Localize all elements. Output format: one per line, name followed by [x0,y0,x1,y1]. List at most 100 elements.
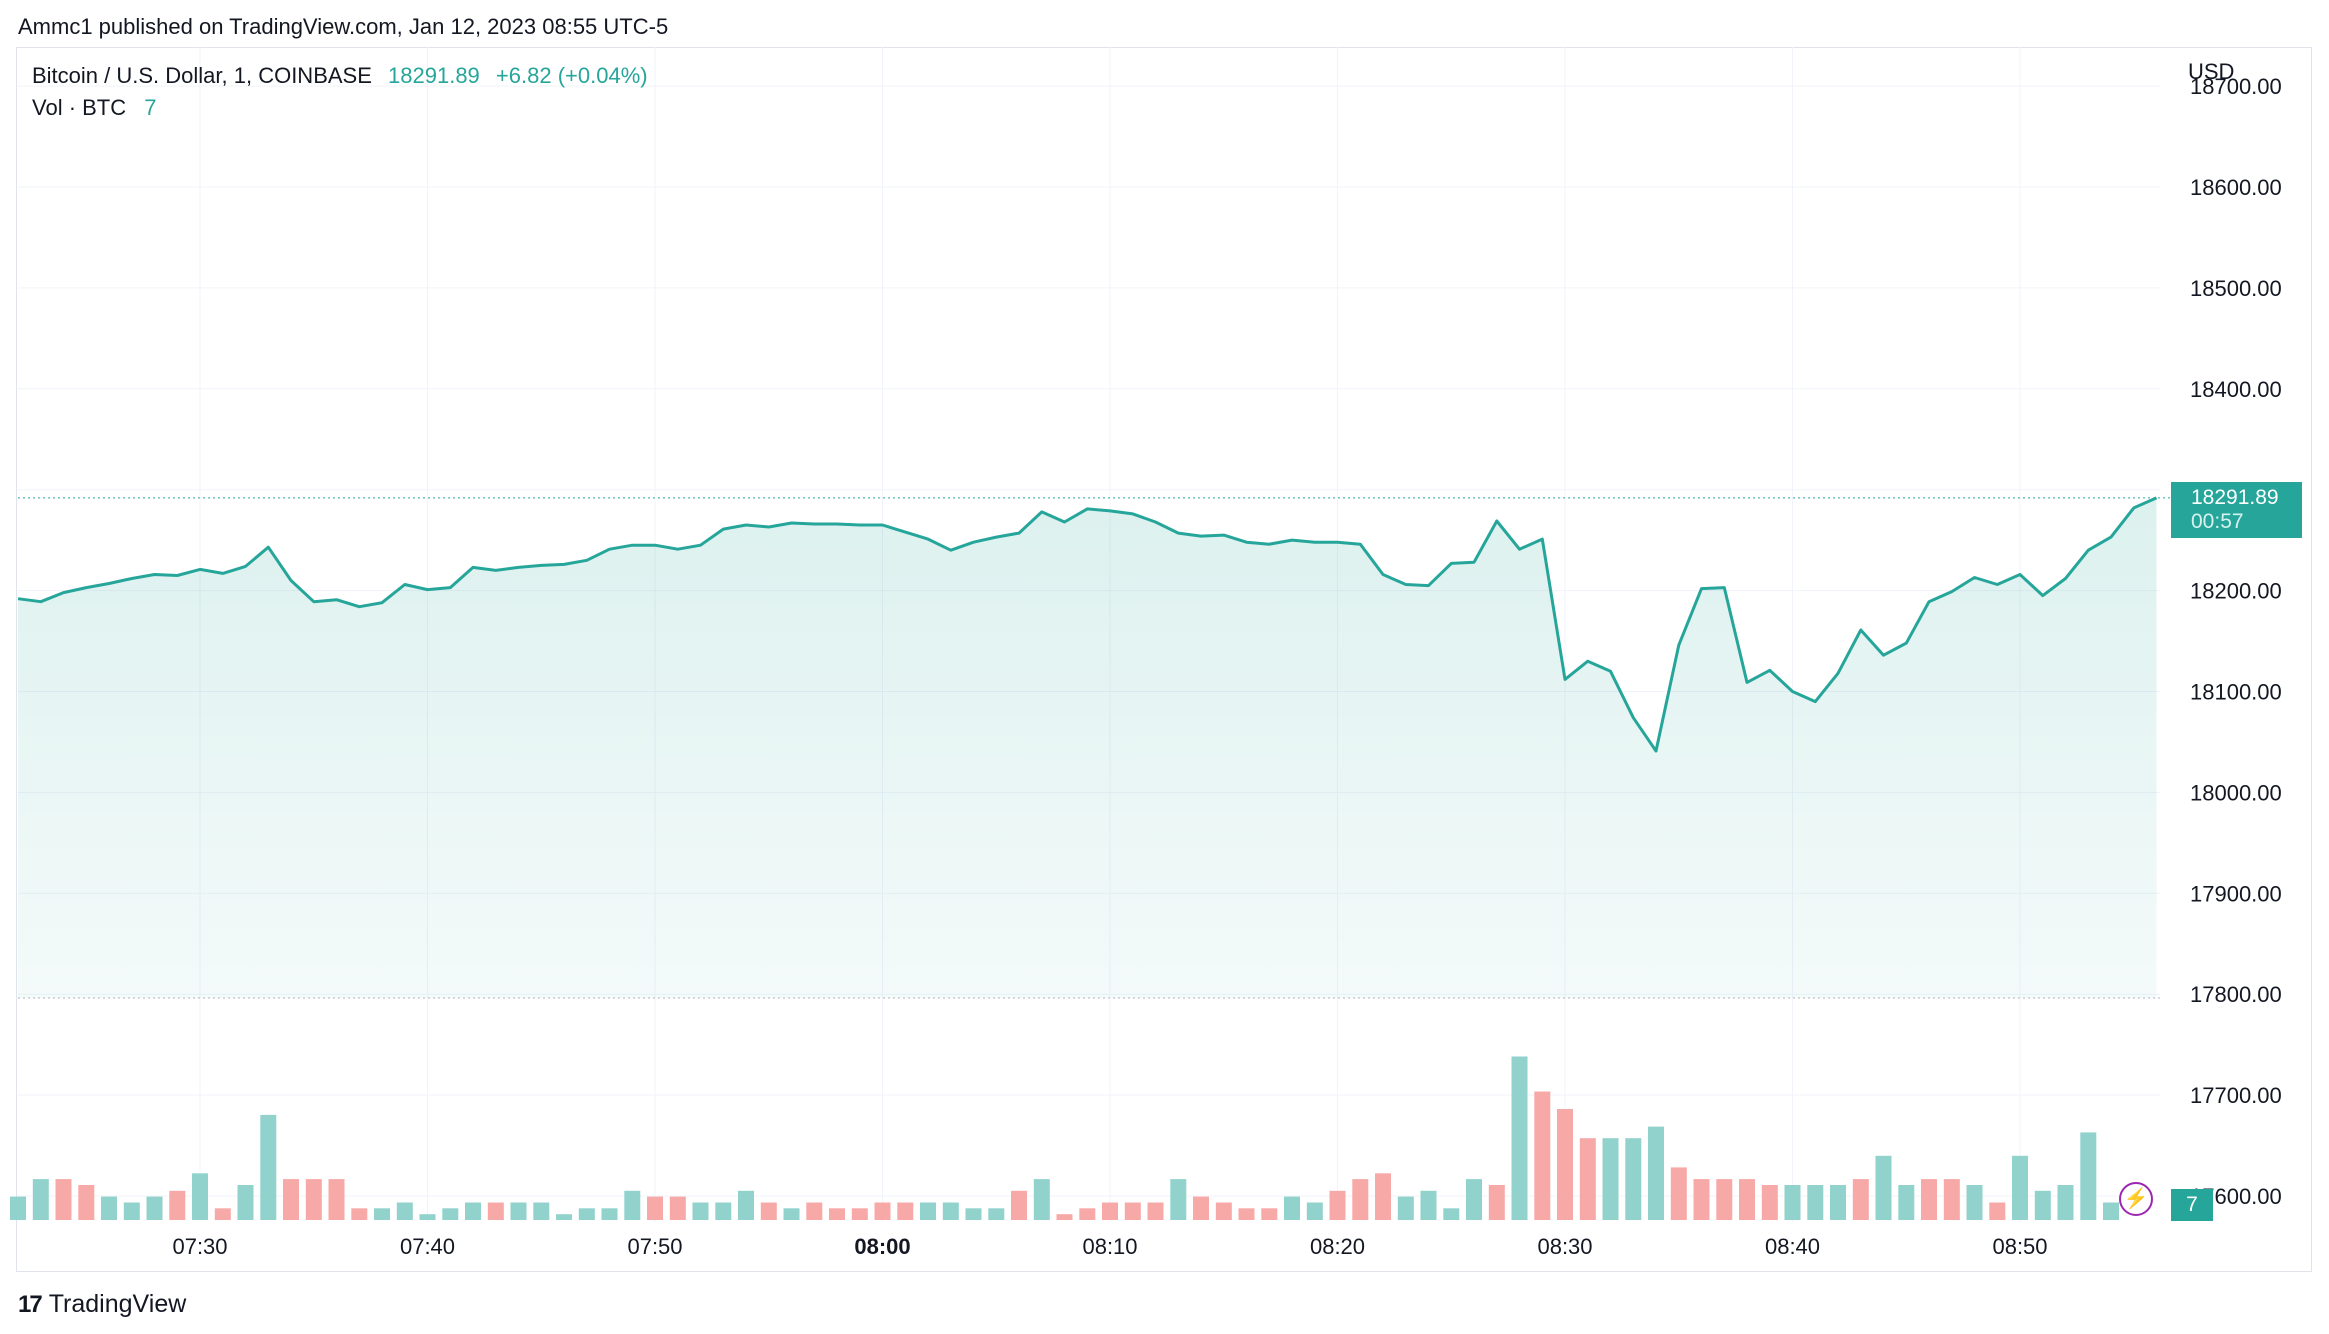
volume-bar [2057,1185,2074,1220]
symbol-legend[interactable]: Bitcoin / U.S. Dollar, 1, COINBASE 18291… [32,63,648,89]
volume-bar [1443,1208,1460,1220]
x-tick-label: 07:50 [627,1234,682,1259]
volume-bar [1898,1185,1915,1220]
volume-bar [1352,1179,1369,1220]
x-tick-label: 08:00 [854,1234,910,1259]
y-tick-label: 18700.00 [2190,74,2282,99]
volume-bar [305,1179,322,1220]
x-tick-label: 08:30 [1537,1234,1592,1259]
volume-bar [1488,1185,1505,1220]
lightning-icon[interactable]: ⚡ [2119,1182,2153,1216]
last-price-tag: 18291.89 00:57 [2171,482,2302,538]
volume-bar [1193,1196,1209,1220]
volume-bar [146,1196,163,1220]
volume-bar [101,1196,117,1220]
volume-bar [237,1185,254,1220]
currency-label[interactable]: USD [2188,59,2235,84]
volume-bar [2012,1155,2028,1220]
tradingview-brand[interactable]: 17 TradingView [18,1290,186,1319]
volume-bar [465,1202,481,1220]
volume-bar [55,1179,72,1220]
x-tick-label: 08:10 [1082,1234,1137,1259]
volume-bar [328,1179,345,1220]
time-axis: 07:30 07:40 07:50 08:00 08:10 08:20 08:30 08:40… [172,1234,2047,1259]
x-tick-label: 08:50 [1992,1234,2047,1259]
legend-price: 18291.89 [388,63,480,88]
volume-bar [556,1214,572,1220]
volume-bar [169,1190,186,1220]
volume-bar [783,1208,800,1220]
volume-bar [533,1202,550,1220]
volume-bar [1102,1202,1118,1220]
volume-bar [624,1190,641,1220]
tradingview-logo-icon: 17 [18,1290,43,1318]
volume-bar [1648,1126,1664,1220]
y-tick-label: 18000.00 [2190,780,2282,805]
volume-bar [2103,1202,2119,1220]
price-line [17,496,2158,753]
volume-bar [1875,1155,1892,1220]
volume-bar [851,1208,868,1220]
volume-bar [1124,1202,1141,1220]
volume-bar [1215,1202,1232,1220]
volume-bar [1079,1208,1096,1220]
volume-bar [1238,1208,1255,1220]
volume-bar [578,1208,595,1220]
price-area-fill [18,497,2157,998]
volume-bar [2080,1132,2097,1220]
brand-name: TradingView [48,1290,187,1318]
volume-bar [1056,1214,1073,1220]
volume-bar [1011,1190,1027,1220]
volume-bar [2034,1190,2051,1220]
volume-bar [1602,1138,1619,1220]
volume-bar [806,1202,823,1220]
last-price-value: 18291.89 [2191,486,2279,509]
volume-bar [1261,1208,1278,1220]
y-tick-label: 17900.00 [2190,881,2282,906]
volume-bar [920,1202,936,1220]
volume-bar [1966,1185,1983,1220]
publisher-line: Ammc1 published on TradingView.com, Jan … [18,14,669,39]
volume-bar [1375,1173,1391,1220]
volume-bar [374,1208,390,1220]
volume-bar [1761,1185,1778,1220]
price-series-line [17,496,2158,753]
volume-bar [1921,1179,1937,1220]
chart-frame [16,47,2312,1272]
x-tick-label: 07:30 [172,1234,227,1259]
volume-bar [1989,1202,2006,1220]
bar-countdown: 00:57 [2191,510,2244,533]
volume-bar [1852,1179,1869,1220]
y-tick-label: 17700.00 [2190,1083,2282,1108]
volume-bar [1625,1138,1642,1220]
volume-bar [647,1196,663,1220]
volume-bar [760,1202,777,1220]
volume-label: Vol · BTC [32,95,127,120]
volume-bar [396,1202,413,1220]
volume-bar [829,1208,845,1220]
volume-bar [1170,1179,1187,1220]
volume-bar [78,1185,95,1220]
volume-legend[interactable]: Vol · BTC 7 [32,95,157,121]
volume-bar [1693,1179,1710,1220]
y-tick-label: 18400.00 [2190,377,2282,402]
volume-bar [192,1173,208,1220]
volume-bar [1511,1056,1528,1220]
volume-bar [283,1179,299,1220]
volume-bar [1670,1167,1687,1220]
volume-bar [32,1179,49,1220]
volume-bar [260,1114,277,1220]
volume-bar [1284,1196,1300,1220]
volume-bar [715,1202,732,1220]
volume-bar [1943,1179,1960,1220]
volume-bar [1306,1202,1323,1220]
volume-bar [123,1202,140,1220]
y-tick-label: 18500.00 [2190,276,2282,301]
volume-bar [988,1208,1005,1220]
y-tick-label: 18200.00 [2190,579,2282,604]
volume-bar [1329,1190,1346,1220]
volume-tag: 7 [2171,1189,2213,1221]
x-tick-label: 07:40 [400,1234,455,1259]
volume-bar [601,1208,618,1220]
